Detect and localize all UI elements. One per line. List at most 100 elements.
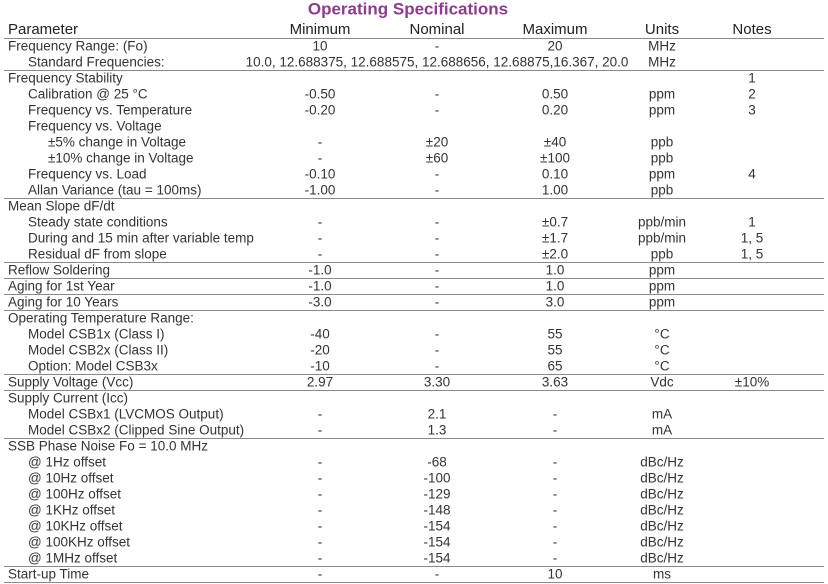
- parameter-cell: Standard Frequencies:: [28, 55, 165, 70]
- value-cell: -: [435, 279, 440, 294]
- value-cell: °C: [654, 359, 669, 374]
- parameter-cell: @ 1KHz offset: [28, 503, 115, 518]
- value-cell: -20: [310, 343, 330, 358]
- value-cell: 1.00: [542, 183, 568, 198]
- value-cell: -: [318, 487, 323, 502]
- value-cell: 4: [748, 167, 756, 182]
- value-cell: ppb/min: [638, 215, 686, 230]
- value-cell: 2.97: [307, 375, 333, 390]
- parameter-cell: @ 10Hz offset: [28, 471, 114, 486]
- parameter-cell: ±5% change in Voltage: [48, 135, 186, 150]
- parameter-cell: @ 10KHz offset: [28, 519, 123, 534]
- parameter-cell: Model CSBx1 (LVCMOS Output): [28, 407, 224, 422]
- header-cell: Units: [645, 21, 679, 38]
- value-cell: -: [435, 167, 440, 182]
- value-cell: -3.0: [308, 295, 331, 310]
- value-cell: mA: [652, 423, 672, 438]
- value-cell: 10: [547, 567, 562, 582]
- value-cell: ppm: [649, 279, 675, 294]
- parameter-cell: SSB Phase Noise Fo = 10.0 MHz: [8, 439, 208, 454]
- value-cell: -100: [423, 471, 450, 486]
- value-cell: 1.3: [428, 423, 447, 438]
- parameter-cell: Allan Variance (tau = 100ms): [28, 183, 201, 198]
- value-cell: -: [435, 295, 440, 310]
- value-cell: -: [435, 103, 440, 118]
- parameter-cell: Aging for 10 Years: [8, 295, 119, 310]
- value-cell: -: [435, 39, 440, 54]
- value-cell: -: [318, 535, 323, 550]
- value-cell: ±1.7: [542, 231, 568, 246]
- value-cell: dBc/Hz: [640, 471, 684, 486]
- parameter-cell: Start-up Time: [8, 567, 89, 582]
- parameter-cell: Supply Current (Icc): [8, 391, 128, 406]
- header-cell: Minimum: [290, 21, 351, 38]
- value-cell: ±10%: [735, 375, 769, 390]
- parameter-cell: Residual dF from slope: [28, 247, 167, 262]
- value-cell: 3.30: [424, 375, 450, 390]
- value-cell: -: [553, 423, 558, 438]
- parameter-cell: Option: Model CSB3x: [28, 359, 158, 374]
- value-cell: -: [435, 87, 440, 102]
- value-cell: 1.0: [546, 279, 565, 294]
- value-cell: 2: [748, 87, 756, 102]
- value-cell: dBc/Hz: [640, 551, 684, 566]
- value-cell: -: [318, 135, 323, 150]
- value-cell: -: [553, 551, 558, 566]
- value-cell: 3.63: [542, 375, 568, 390]
- value-cell: ±2.0: [542, 247, 568, 262]
- value-cell: -1.0: [308, 263, 331, 278]
- value-cell: -: [553, 535, 558, 550]
- value-cell: ±0.7: [542, 215, 568, 230]
- value-cell: ppb: [651, 247, 674, 262]
- parameter-cell: Calibration @ 25 °C: [28, 87, 148, 102]
- value-cell: °C: [654, 327, 669, 342]
- value-cell: -: [435, 327, 440, 342]
- value-cell: -: [318, 455, 323, 470]
- value-cell: MHz: [648, 55, 676, 70]
- parameter-cell: Reflow Soldering: [8, 263, 110, 278]
- value-cell: ppm: [649, 167, 675, 182]
- value-cell: ppm: [649, 263, 675, 278]
- value-cell: -: [435, 215, 440, 230]
- value-cell: -: [553, 407, 558, 422]
- value-cell: 1, 5: [741, 247, 764, 262]
- value-cell: ±40: [544, 135, 566, 150]
- value-cell: -40: [310, 327, 330, 342]
- value-cell: -: [435, 231, 440, 246]
- value-cell: dBc/Hz: [640, 535, 684, 550]
- value-cell: 2.1: [428, 407, 447, 422]
- parameter-cell: Operating Temperature Range:: [8, 311, 194, 326]
- value-cell: -68: [427, 455, 447, 470]
- value-cell: -1.0: [308, 279, 331, 294]
- value-cell: -: [318, 215, 323, 230]
- value-cell: MHz: [648, 39, 676, 54]
- value-cell: -: [318, 231, 323, 246]
- value-cell: mA: [652, 407, 672, 422]
- value-cell: ±100: [540, 151, 570, 166]
- value-cell: -0.50: [305, 87, 336, 102]
- value-cell: 55: [547, 343, 562, 358]
- value-cell: -148: [423, 503, 450, 518]
- parameter-cell: @ 1MHz offset: [28, 551, 117, 566]
- value-cell: ±20: [426, 135, 448, 150]
- value-cell: 0.50: [542, 87, 568, 102]
- value-cell: -: [318, 503, 323, 518]
- page-title: Operating Specifications: [308, 0, 508, 18]
- parameter-cell: Frequency Range: (Fo): [8, 39, 148, 54]
- value-cell: -: [435, 183, 440, 198]
- value-cell: dBc/Hz: [640, 487, 684, 502]
- parameter-cell: @ 100Hz offset: [28, 487, 121, 502]
- value-cell: -: [318, 551, 323, 566]
- parameter-cell: Mean Slope dF/dt: [8, 199, 115, 214]
- value-cell: ppm: [649, 103, 675, 118]
- value-cell: ppm: [649, 87, 675, 102]
- value-cell: -: [435, 263, 440, 278]
- value-cell: Vdc: [650, 375, 674, 390]
- parameter-cell: Supply Voltage (Vcc): [8, 375, 133, 390]
- parameter-cell: Steady state conditions: [28, 215, 168, 230]
- parameter-cell: During and 15 min after variable temp: [28, 231, 254, 246]
- value-cell: ms: [653, 567, 671, 582]
- parameter-cell: ±10% change in Voltage: [48, 151, 194, 166]
- parameter-cell: Frequency Stability: [8, 71, 123, 86]
- header-cell: Nominal: [409, 21, 464, 38]
